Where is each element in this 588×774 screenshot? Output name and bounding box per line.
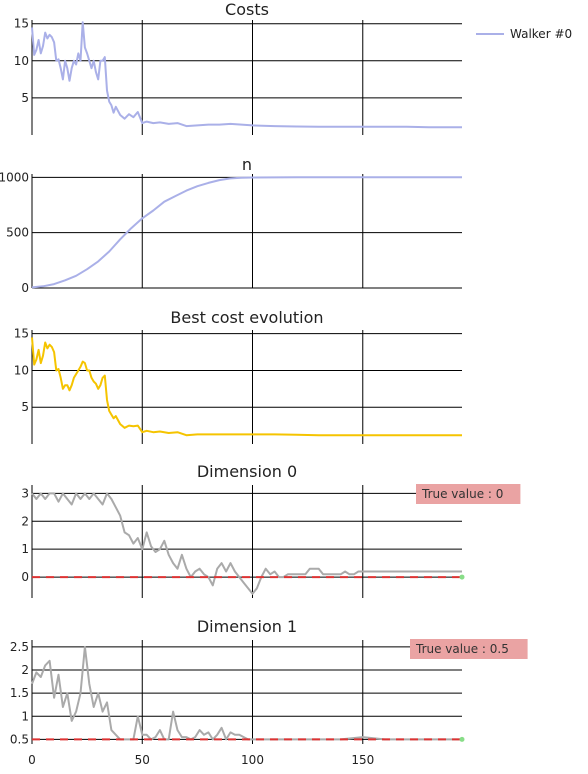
- chart-title: Dimension 0: [197, 462, 297, 481]
- true-value-annotation-text: True value : 0: [421, 487, 503, 501]
- chart-title: Best cost evolution: [170, 308, 323, 327]
- chart-title: Costs: [225, 0, 269, 19]
- y-tick-label: 2: [21, 663, 29, 677]
- y-tick-label: 3: [21, 486, 29, 500]
- y-tick-label: 15: [14, 327, 29, 341]
- legend-label-walker-0: Walker #0: [510, 27, 572, 41]
- chart-panel-4: Dimension 1 0.5 1 1.5 2 2.5 0 50 100 150 True valu…: [10, 617, 528, 767]
- y-tick-label: 1000: [0, 170, 29, 184]
- true-value-marker: [460, 737, 465, 742]
- x-tick-label: 100: [241, 753, 264, 767]
- y-tick-label: 5: [21, 91, 29, 105]
- chart-panel-0: Costs 5 10 15: [14, 0, 462, 135]
- y-tick-label: 5: [21, 400, 29, 414]
- series-line: [32, 22, 462, 127]
- chart-title: n: [242, 155, 252, 174]
- chart-panel-3: Dimension 0 0 1 2 3 True value : 0: [21, 462, 520, 598]
- chart-panel-1: n 0 500 1000: [0, 155, 462, 295]
- y-tick-label: 10: [14, 363, 29, 377]
- y-tick-label: 0: [21, 570, 29, 584]
- y-tick-label: 15: [14, 17, 29, 31]
- y-tick-label: 1: [21, 709, 29, 723]
- chart-panel-2: Best cost evolution 5 10 15: [14, 308, 462, 444]
- series-line: [32, 337, 462, 435]
- y-tick-label: 2: [21, 514, 29, 528]
- true-value-annotation-text: True value : 0.5: [415, 642, 509, 656]
- y-tick-label: 2.5: [10, 640, 29, 654]
- x-tick-label: 0: [28, 753, 36, 767]
- y-tick-label: 1.5: [10, 686, 29, 700]
- y-tick-label: 0.5: [10, 732, 29, 746]
- true-value-marker: [460, 575, 465, 580]
- legend: Walker #0: [476, 27, 572, 41]
- y-tick-label: 500: [6, 226, 29, 240]
- x-tick-label: 50: [135, 753, 150, 767]
- y-tick-label: 10: [14, 54, 29, 68]
- chart-title: Dimension 1: [197, 617, 297, 636]
- y-tick-label: 1: [21, 542, 29, 556]
- x-tick-label: 150: [351, 753, 374, 767]
- y-tick-label: 0: [21, 281, 29, 295]
- series-line: [32, 493, 462, 593]
